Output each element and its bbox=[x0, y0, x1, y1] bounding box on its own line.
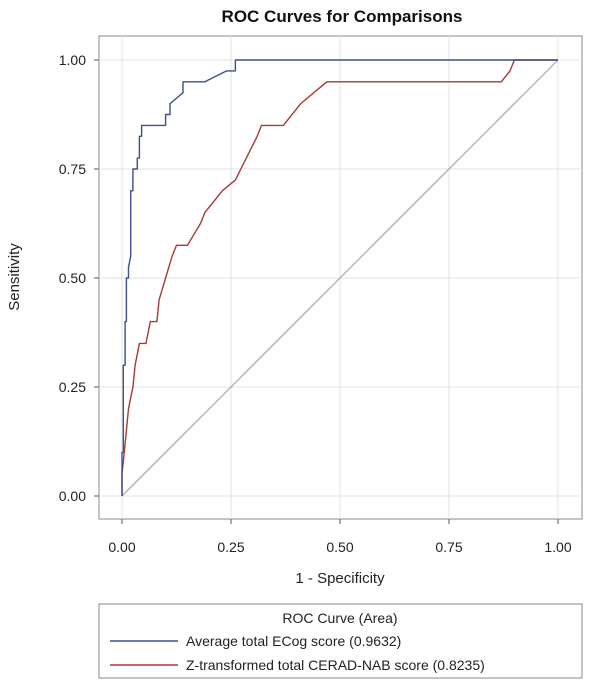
chart-title: ROC Curves for Comparisons bbox=[222, 7, 463, 26]
legend-entry: Z-transformed total CERAD-NAB score (0.8… bbox=[186, 657, 485, 673]
y-axis-label: Sensitivity bbox=[6, 243, 23, 311]
x-axis-label: 1 - Specificity bbox=[295, 570, 385, 587]
x-tick-label: 0.50 bbox=[326, 539, 353, 555]
y-tick-label: 0.75 bbox=[59, 161, 86, 177]
chance-reference-line bbox=[121, 59, 559, 497]
x-tick-label: 1.00 bbox=[544, 539, 571, 555]
legend: ROC Curve (Area) Average total ECog score… bbox=[98, 603, 583, 679]
cerad-nab-roc-curve bbox=[121, 59, 558, 496]
legend-box bbox=[98, 603, 583, 679]
x-tick-label: 0.00 bbox=[108, 539, 135, 555]
x-tick-label: 0.75 bbox=[435, 539, 462, 555]
y-tick-label: 0.00 bbox=[59, 488, 86, 504]
legend-entry: Average total ECog score (0.9632) bbox=[186, 633, 401, 649]
y-tick-label: 0.25 bbox=[59, 379, 86, 395]
legend-title: ROC Curve (Area) bbox=[282, 610, 397, 626]
x-tick-label: 0.25 bbox=[217, 539, 244, 555]
y-tick-label: 0.50 bbox=[59, 270, 86, 286]
y-tick-label: 1.00 bbox=[59, 52, 86, 68]
ecog-roc-curve bbox=[121, 59, 558, 496]
